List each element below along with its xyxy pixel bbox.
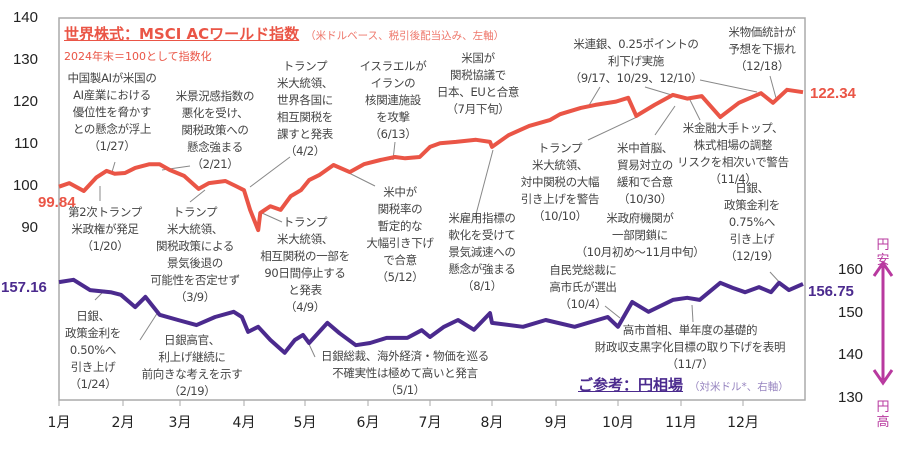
event-annotation: 高市首相、単年度の基礎的 財政収支黒字化目標の取り下げを表明 （11/7） (594, 323, 786, 371)
yen-title: ご参考：円相場 （対米ドル*、右軸） (578, 374, 789, 395)
event-annotation: 米国が 関税協議で 日本、EUと合意 （7月下旬） (436, 51, 520, 116)
yen-title-suffix: （対米ドル*、右軸） (689, 381, 789, 393)
msci-title-suffix: （米ドルベース、税引後配当込み、左軸） (305, 30, 505, 42)
right-axis-tick-label: 150 (838, 303, 864, 321)
plot-frame (58, 17, 806, 401)
yen-strong-label: 円高 (876, 400, 890, 430)
x-tick-label: 3月 (168, 415, 192, 431)
left-axis-tick-label: 120 (12, 93, 38, 110)
annotation-leader-line (474, 149, 494, 219)
yen-title-text: ご参考：円相場 (578, 376, 684, 394)
annotation-leader-line (604, 305, 621, 319)
x-tick-label: 10月 (602, 415, 634, 431)
event-annotation: 日銀高官、 利上げ継続に 前向きな考えを示す （2/19） (141, 333, 243, 398)
msci-subtitle: 2024年末＝100として指数化 (64, 50, 212, 63)
msci-end-label: 122.34 (810, 85, 856, 102)
x-tick-label: 1月 (47, 415, 71, 431)
arrow-down-icon (872, 369, 894, 386)
event-annotation: 米景況感指数の 悪化を受け、 関税政策への 懸念強まる （2/21） (175, 89, 255, 171)
event-annotation: 第2次トランプ 米政権が発足 （1/20） (68, 205, 142, 253)
event-annotation: 日銀、 政策金利を 0.50%へ 引き上げ （1/24） (65, 309, 121, 391)
msci-title-text: 世界株式：MSCI ACワールド指数 (64, 25, 300, 43)
annotation-leader-line (249, 156, 291, 188)
yen-weak-label: 円安 (876, 238, 890, 268)
annotation-leader-line (587, 86, 601, 108)
msci-start-label: 99.84 (38, 194, 76, 211)
x-tick-label: 5月 (293, 415, 317, 431)
x-tick-label: 2月 (111, 415, 135, 431)
annotation-leader-line (654, 105, 676, 136)
left-axis-tick-label: 110 (14, 135, 38, 152)
x-tick-label: 12月 (727, 415, 759, 431)
event-annotation: 日銀総裁、海外経済・物価を巡る 不確実性は極めて高いと発言 （5/1） (321, 349, 489, 397)
event-annotation: イスラエルが イランの 核関連施設 を攻撃 （6/13） (359, 59, 427, 141)
event-annotation: トランプ 米大統領、 対中関税の大幅 引き上げを警告 （10/10） (520, 141, 600, 223)
annotation-leader-line (689, 99, 701, 121)
arrow-up-icon (872, 260, 894, 277)
annotation-leader-line (587, 116, 638, 141)
right-axis-tick-label: 140 (838, 346, 864, 364)
annotation-leader-line (769, 75, 777, 99)
x-tick-label: 8月 (480, 415, 504, 431)
event-annotation: 米金融大手トップ、 株式相場の調整 リスクを相次いで警告 （11/4） (677, 121, 789, 186)
event-annotation: トランプ 米大統領、 世界各国に 相互関税を 課すと発表 （4/2） (277, 59, 333, 158)
event-annotation: トランプ 米大統領、 関税政策による 景気後退の 可能性を否定せず （3/9） (150, 205, 240, 304)
annotation-leader-line (699, 79, 758, 93)
annotation-leader-line (139, 311, 159, 341)
x-tick-label: 9月 (544, 415, 568, 431)
left-axis-tick-label: 130 (12, 51, 38, 68)
yen-start-label: 157.16 (1, 279, 47, 296)
event-annotation: 米雇用指標の 軟化を受けて 景気減速への 懸念が強まる （8/1） (448, 211, 516, 293)
msci-title: 世界株式：MSCI ACワールド指数 （米ドルベース、税引後配当込み、左軸） (64, 23, 504, 44)
x-tick-label: 6月 (356, 415, 380, 431)
msci-line (58, 87, 804, 233)
event-annotation: 米物価統計が 予想を下振れ （12/18） (728, 25, 796, 73)
event-annotation: 中国製AIが米国の AI産業における 優位性を脅かす との懸念が浮上 （1/27… (67, 71, 157, 153)
event-annotation: 米連銀、0.25ポイントの 利下げ実施 （9/17、10/29、12/10） (569, 37, 703, 85)
yen-end-label: 156.75 (808, 283, 854, 300)
left-axis-tick-label: 140 (12, 9, 38, 26)
x-tick-label: 7月 (418, 415, 442, 431)
left-axis-tick-label: 100 (12, 177, 38, 194)
annotation-leader-line (691, 304, 694, 323)
right-axis-tick-label: 130 (838, 389, 864, 407)
annotation-leader-line (261, 212, 283, 223)
event-annotation: 自民党総裁に 高市氏が選出 （10/4） (549, 263, 617, 311)
event-annotation: 米政府機関が 一部閉鎖に （10月初め～11月中旬） (575, 211, 705, 259)
left-axis-tick-label: 90 (21, 219, 38, 236)
event-annotation: 日銀、 政策金利を 0.75%へ 引き上げ （12/19） (724, 181, 780, 263)
annotation-leader-line (189, 189, 206, 203)
event-annotation: トランプ 米大統領、 相互関税の一部を 90日間停止する と発表 （4/9） (260, 215, 350, 314)
event-annotation: 米中が 関税率の 暫定的な 大幅引き下げ で合意 （5/12） (366, 185, 434, 284)
event-annotation: 米中首脳、 貿易対立の 緩和で合意 （10/30） (617, 141, 673, 206)
x-tick-label: 11月 (665, 415, 697, 431)
right-axis-tick-label: 160 (838, 261, 864, 278)
x-tick-label: 4月 (232, 415, 256, 431)
annotation-leader-line (111, 161, 116, 173)
